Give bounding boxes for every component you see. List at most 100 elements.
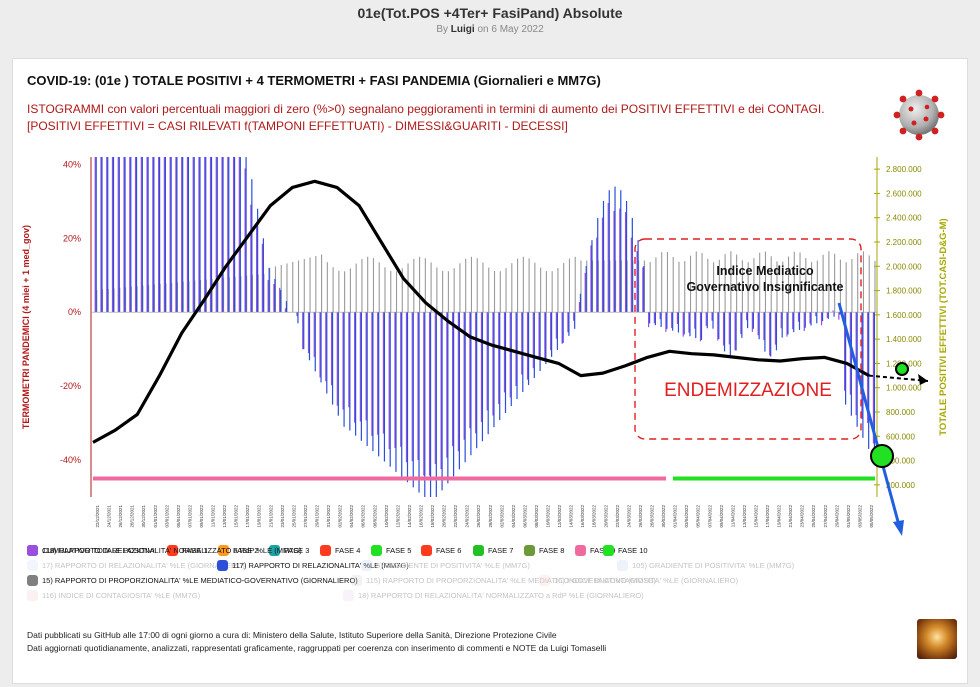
blue-bar	[476, 312, 478, 449]
legend-item[interactable]: 17) RAPPORTO DI RELAZIONALITA' %LE (GIOR…	[27, 560, 245, 571]
legend-item[interactable]: FASE 4	[320, 545, 360, 556]
legend-item[interactable]: FASE 2	[218, 545, 258, 556]
gray-bar	[834, 253, 836, 313]
blue-bar	[297, 312, 299, 324]
legend-item[interactable]: 118) RAPPORTO DI RELAZIONALITA' NORMALIZ…	[27, 545, 302, 556]
purple-bar	[296, 312, 298, 317]
purple-bar	[209, 157, 212, 313]
left-tick-label: 40%	[63, 159, 81, 169]
legend-item[interactable]: FASE 7	[473, 545, 513, 556]
purple-bar	[446, 312, 448, 458]
blue-bar	[280, 290, 282, 313]
legend-item[interactable]: 15) RAPPORTO DI PROPORZIONALITA' %LE MED…	[27, 575, 358, 586]
legend-swatch	[603, 545, 614, 556]
legend-swatch	[27, 560, 38, 571]
blue-bar	[199, 157, 201, 313]
blue-bar	[222, 157, 224, 313]
right-tick-label: 1.000.000	[886, 384, 922, 393]
blue-bar	[216, 157, 218, 313]
right-tick-label: 400.000	[886, 457, 915, 466]
gray-bar	[793, 251, 795, 313]
purple-bar	[590, 245, 592, 313]
x-tick-label: 22/03/2022	[615, 505, 620, 528]
legend-item[interactable]: FASE 9	[575, 545, 615, 556]
x-tick-label: 21/01/2022	[268, 505, 273, 528]
gray-bar	[747, 262, 749, 313]
blue-bar	[845, 312, 847, 405]
blue-bar	[533, 312, 535, 378]
legend-item[interactable]: FASE 6	[421, 545, 461, 556]
x-tick-label: 16/02/2022	[418, 505, 423, 528]
legend-swatch	[27, 575, 38, 586]
purple-bar	[526, 312, 529, 380]
cumulative-line	[92, 179, 870, 444]
legend-label: FASE 5	[386, 546, 412, 555]
purple-bar	[342, 312, 344, 410]
blue-bar	[764, 312, 766, 352]
x-tick-label: 25/04/2022	[811, 505, 816, 528]
purple-bar	[279, 287, 281, 313]
legend-item[interactable]: 5) GRADIENTE DI POSITIVITA' %LE (MM7G)	[361, 560, 530, 571]
gray-bar	[321, 254, 323, 313]
gray-bar	[540, 267, 542, 313]
blue-bar	[712, 312, 714, 329]
gray-bar	[465, 258, 467, 313]
page-header: 01e(Tot.POS +4Ter+ FasiPand) Absolute By…	[0, 0, 980, 55]
legend-item[interactable]: FASE 3	[269, 545, 309, 556]
blue-bar	[585, 266, 587, 313]
legend-item[interactable]: 18) RAPPORTO DI RELAZIONALITA' NORMALIZZ…	[343, 590, 644, 601]
purple-bar	[307, 312, 310, 354]
legend-label: 116) INDICE DI CONTAGIOSITA' %LE (MM7G)	[42, 591, 201, 600]
x-tick-label: 13/01/2022	[222, 505, 227, 528]
blue-bar	[378, 312, 380, 457]
blue-bar	[141, 157, 143, 313]
x-tick-label: 25/01/2022	[291, 505, 296, 528]
legend-item[interactable]: 117) RAPPORTO DI RELAZIONALITA' %LE (MM7…	[217, 560, 409, 571]
legend-item[interactable]: FASE 10	[603, 545, 648, 556]
purple-bar	[250, 204, 252, 313]
gray-bar	[828, 251, 830, 313]
x-tick-label: 05/01/2022	[176, 505, 181, 528]
legend-swatch	[27, 590, 38, 601]
blue-bar	[383, 312, 386, 462]
legend-item[interactable]: FASE 5	[371, 545, 411, 556]
purple-bar	[671, 312, 673, 328]
purple-bar	[423, 312, 425, 476]
gray-bar	[764, 251, 767, 313]
right-tick-label: 2.200.000	[886, 238, 922, 247]
x-tick-label: 11/01/2022	[211, 505, 216, 528]
gray-bar	[303, 259, 305, 313]
x-tick-label: 06/03/2022	[522, 505, 527, 528]
blue-bar	[729, 312, 731, 357]
purple-bar	[797, 312, 800, 322]
purple-bar	[820, 312, 823, 326]
legend-swatch	[343, 590, 354, 601]
blue-bar	[516, 312, 518, 400]
author-link[interactable]: Luigi	[450, 24, 475, 35]
gray-bar	[488, 267, 490, 313]
legend-item[interactable]: 16) INDICE DI CONTAGIOSITA' %LE (GIORNAL…	[539, 575, 738, 586]
legend-item[interactable]: FASE 1	[167, 545, 207, 556]
bars-group	[94, 157, 876, 497]
x-tick-label: 02/02/2022	[338, 505, 343, 528]
gray-bar	[759, 252, 761, 313]
blue-bar	[545, 312, 547, 364]
x-tick-label: 09/01/2022	[199, 505, 204, 528]
purple-bar	[100, 157, 102, 313]
x-tick-label: 01/01/2022	[153, 505, 158, 528]
purple-bar	[642, 267, 644, 313]
legend-item[interactable]: FASE 8	[524, 545, 564, 556]
blue-bar	[159, 157, 161, 313]
left-axis-title: TERMOMETRI PANDEMICI (4 miei + 1 med_gov…	[21, 225, 31, 429]
author-logo	[917, 619, 957, 659]
legend-item[interactable]: 116) INDICE DI CONTAGIOSITA' %LE (MM7G)	[27, 590, 200, 601]
x-tick-label: 04/03/2022	[511, 505, 516, 528]
x-tick-label: 17/04/2022	[765, 505, 770, 528]
gray-bar	[367, 256, 369, 313]
x-tick-label: 16/03/2022	[580, 505, 585, 528]
legend-item[interactable]: 115) RAPPORTO DI PROPORZIONALITA' %LE ME…	[351, 575, 656, 586]
blue-bar	[239, 157, 241, 313]
purple-bar	[751, 312, 753, 332]
legend-item[interactable]: 105) GRADIENTE DI POSITIVITA' %LE (MM7G)	[617, 560, 794, 571]
right-tick-label: 2.600.000	[886, 189, 922, 198]
